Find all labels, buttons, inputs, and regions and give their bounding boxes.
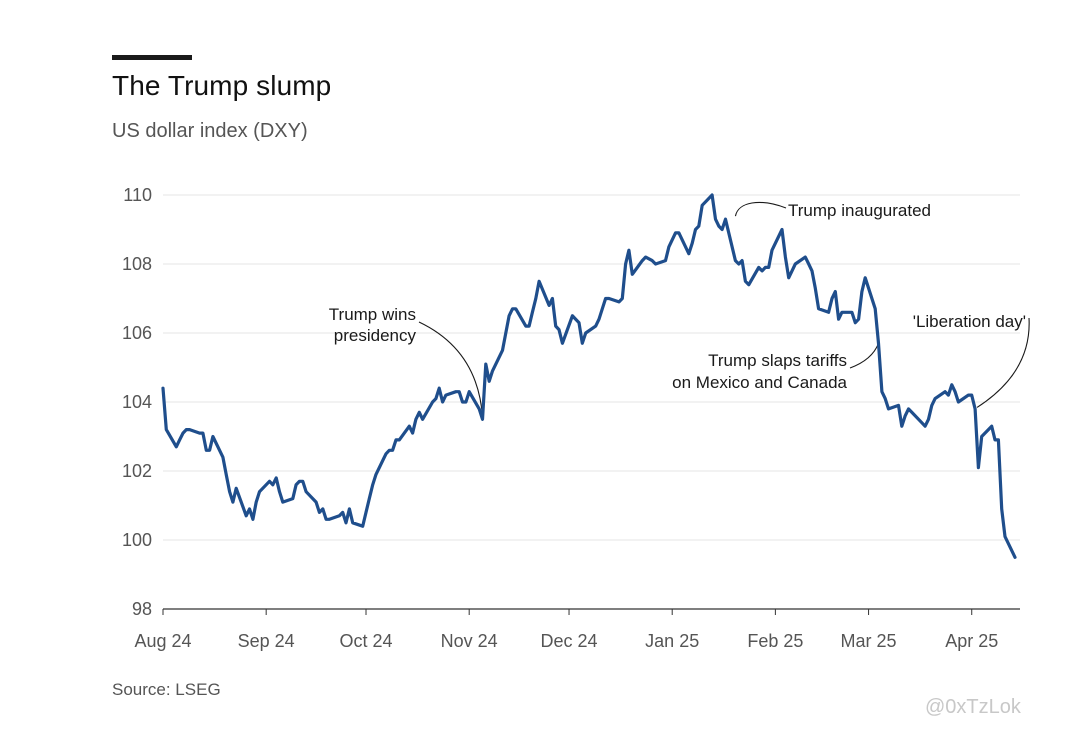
annotations: Trump wins presidency Trump inaugurated Tru… xyxy=(329,201,1030,418)
chart-subtitle: US dollar index (DXY) xyxy=(112,120,308,142)
y-tick-label: 110 xyxy=(123,185,152,205)
source-note: Source: LSEG xyxy=(112,680,221,699)
x-tick-label: Mar 25 xyxy=(841,631,897,651)
annotation-leader-line xyxy=(418,321,484,418)
x-tick-label: Jan 25 xyxy=(645,631,699,651)
annotation-label: Trump wins xyxy=(329,305,416,324)
annotation-label: Trump slaps tariffs xyxy=(708,351,847,370)
x-tick-label: Dec 24 xyxy=(541,631,598,651)
annotation-label: presidency xyxy=(334,326,417,345)
y-tick-label: 100 xyxy=(122,530,152,550)
x-tick-label: Apr 25 xyxy=(945,631,998,651)
annotation-label: Trump inaugurated xyxy=(788,201,931,220)
y-tick-label: 106 xyxy=(122,323,152,343)
series-layer xyxy=(161,193,1017,559)
x-axis-ticks: Aug 24 Sep 24 Oct 24 Nov 24 Dec 24 Jan 25 Feb … xyxy=(134,609,998,651)
x-tick-label: Nov 24 xyxy=(441,631,498,651)
title-accent-bar xyxy=(112,55,192,60)
y-tick-label: 104 xyxy=(122,392,152,412)
y-tick-label: 102 xyxy=(122,461,152,481)
annotation-label: on Mexico and Canada xyxy=(672,373,847,392)
x-tick-label: Sep 24 xyxy=(238,631,295,651)
y-tick-label: 108 xyxy=(122,254,152,274)
annotation-label: 'Liberation day' xyxy=(913,312,1026,331)
annotation-leader-line xyxy=(976,317,1030,408)
chart-title: The Trump slump xyxy=(112,70,332,101)
y-tick-label: 98 xyxy=(132,599,152,619)
gridlines xyxy=(163,194,1020,610)
x-tick-label: Aug 24 xyxy=(134,631,191,651)
x-tick-label: Oct 24 xyxy=(340,631,393,651)
dxy-series-line xyxy=(161,193,1017,559)
annotation-leader-line xyxy=(734,201,787,217)
x-tick-label: Feb 25 xyxy=(747,631,803,651)
annotation-leader-line xyxy=(849,343,880,369)
watermark: @0xTzLok xyxy=(925,696,1021,718)
y-axis-ticks: 98 100 102 104 106 108 110 xyxy=(122,185,152,619)
